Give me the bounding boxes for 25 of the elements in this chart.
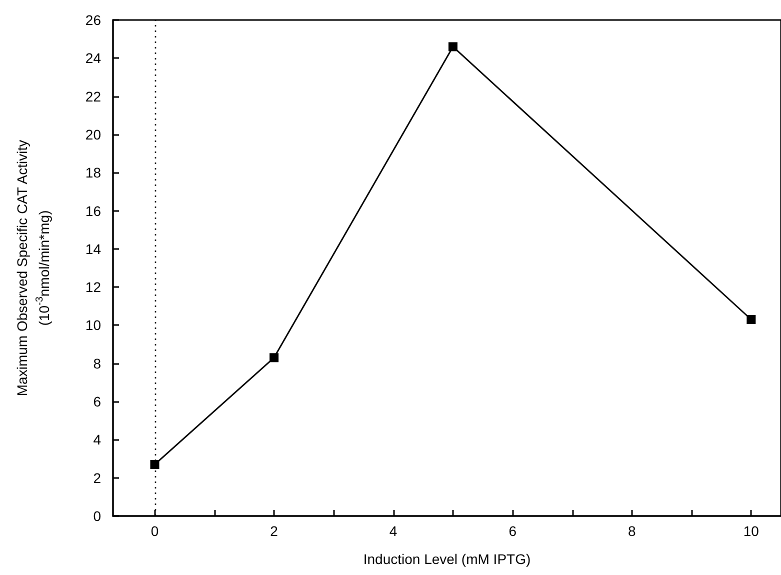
- y-tick-label: 8: [93, 355, 102, 372]
- y-tick-label: 6: [93, 394, 102, 410]
- y-tick-label: 24: [85, 50, 102, 66]
- x-tick-label: 8: [628, 523, 636, 539]
- point: [270, 353, 279, 362]
- y-tick-label: 0: [93, 508, 102, 524]
- y-tick-label: 2: [93, 470, 102, 486]
- x-tick-label: 6: [508, 523, 517, 539]
- y-tick-label: 12: [85, 279, 102, 296]
- x-tick-label: 10: [743, 523, 760, 539]
- y-tick-label: 22: [85, 88, 102, 104]
- y-tick-label: 14: [85, 240, 102, 257]
- x-tick-label: 0: [150, 523, 159, 539]
- y-tick-label: 18: [85, 164, 102, 181]
- y-tick-label: 4: [93, 432, 102, 448]
- point: [746, 315, 756, 324]
- y-tick-label: 26: [85, 12, 102, 28]
- y-tick-label: 10: [85, 317, 102, 334]
- x-tick-label: 4: [389, 523, 398, 539]
- y-tick-label: 16: [85, 202, 102, 219]
- x-axis-title: Induction Level (mM IPTG): [363, 551, 531, 567]
- point: [150, 460, 160, 469]
- y-tick-label: 20: [85, 126, 102, 142]
- point: [448, 42, 458, 52]
- x-tick-label: 2: [270, 523, 278, 539]
